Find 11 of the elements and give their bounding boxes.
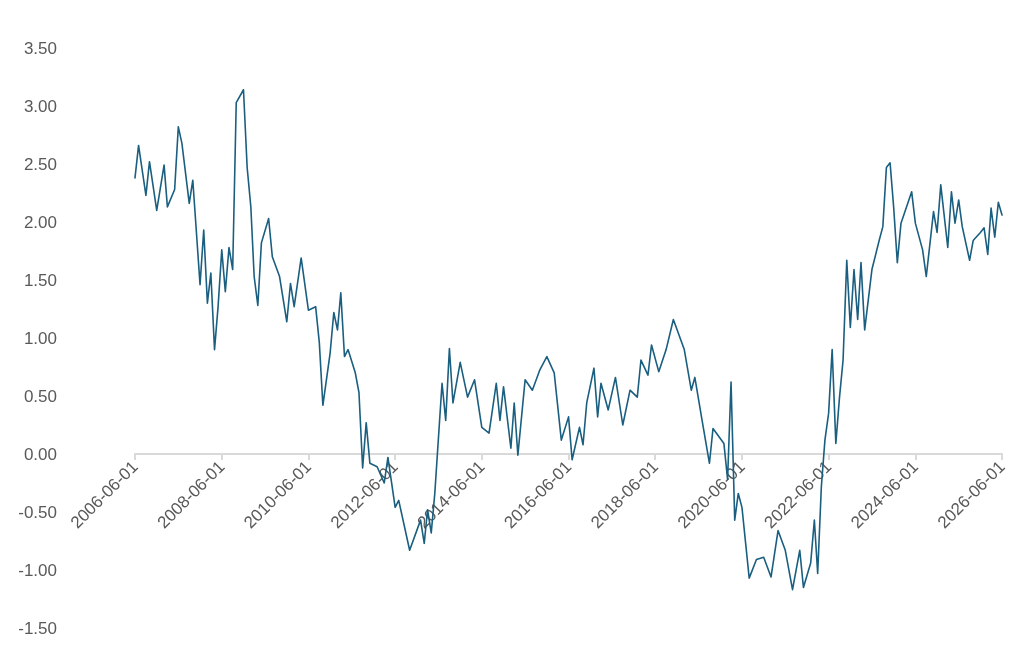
y-tick-label: 2.00 [23, 212, 57, 232]
y-tick-label: 3.50 [23, 38, 57, 58]
y-tick-label: -1.50 [18, 618, 57, 638]
y-tick-label: 3.00 [23, 96, 57, 116]
y-tick-label: -0.50 [18, 502, 57, 522]
y-tick-label: 2.50 [23, 154, 57, 174]
y-tick-label: 0.00 [23, 444, 57, 464]
y-tick-label: 1.00 [23, 328, 57, 348]
y-tick-label: 1.50 [23, 270, 57, 290]
y-tick-label: -1.00 [18, 560, 57, 580]
y-tick-label: 0.50 [23, 386, 57, 406]
